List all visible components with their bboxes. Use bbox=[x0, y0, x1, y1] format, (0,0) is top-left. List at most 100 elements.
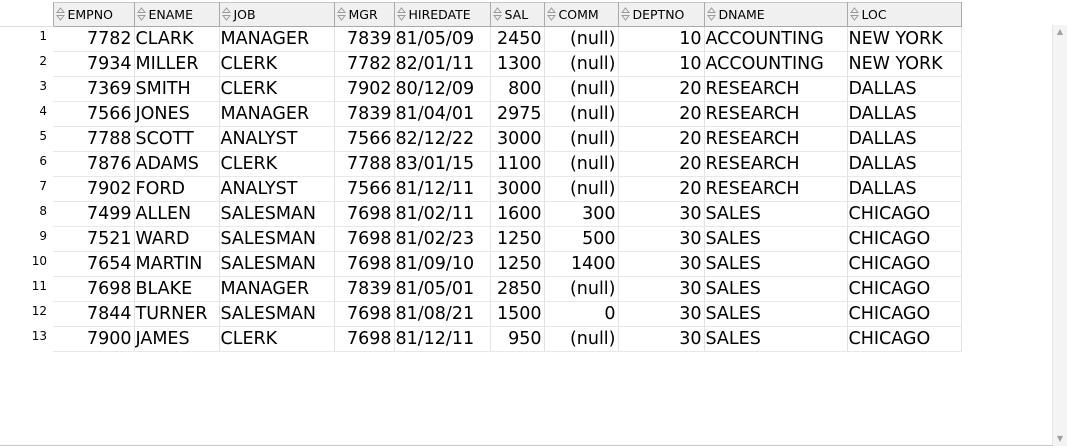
cell-sal[interactable]: 1250 bbox=[490, 251, 545, 277]
vertical-scrollbar[interactable]: ▲ ▼ bbox=[1052, 25, 1067, 446]
cell-sal[interactable]: 2850 bbox=[490, 276, 545, 302]
cell-ename[interactable]: SCOTT bbox=[134, 126, 220, 152]
table-row[interactable]: 8 7499 ALLEN SALESMAN 7698 81/02/11 1600 300 30 S… bbox=[0, 201, 962, 227]
table-row[interactable]: 7 7902 FORD ANALYST 7566 81/12/11 3000 (null) 20… bbox=[0, 176, 962, 202]
cell-sal[interactable]: 2975 bbox=[490, 101, 545, 127]
sort-updown-icon[interactable] bbox=[396, 7, 406, 22]
column-header-empno[interactable]: EMPNO bbox=[52, 2, 135, 27]
cell-sal[interactable]: 3000 bbox=[490, 176, 545, 202]
cell-job[interactable]: MANAGER bbox=[219, 26, 335, 52]
cell-job[interactable]: SALESMAN bbox=[219, 251, 335, 277]
cell-hiredate[interactable]: 80/12/09 bbox=[394, 76, 491, 102]
column-header-mgr[interactable]: MGR bbox=[333, 2, 395, 27]
cell-ename[interactable]: FORD bbox=[134, 176, 220, 202]
cell-dname[interactable]: ACCOUNTING bbox=[704, 26, 848, 52]
cell-hiredate[interactable]: 81/12/11 bbox=[394, 326, 491, 352]
cell-hiredate[interactable]: 81/02/11 bbox=[394, 201, 491, 227]
cell-job[interactable]: SALESMAN bbox=[219, 301, 335, 327]
cell-deptno[interactable]: 20 bbox=[618, 151, 705, 177]
cell-loc[interactable]: NEW YORK bbox=[847, 51, 962, 77]
cell-dname[interactable]: SALES bbox=[704, 226, 848, 252]
row-number[interactable]: 12 bbox=[31, 303, 47, 318]
row-number[interactable]: 3 bbox=[39, 78, 47, 93]
cell-ename[interactable]: MARTIN bbox=[134, 251, 220, 277]
column-header-dname[interactable]: DNAME bbox=[703, 2, 848, 27]
cell-mgr[interactable]: 7566 bbox=[334, 126, 395, 152]
table-row[interactable]: 4 7566 JONES MANAGER 7839 81/04/01 2975 (null) 2… bbox=[0, 101, 962, 127]
cell-hiredate[interactable]: 81/09/10 bbox=[394, 251, 491, 277]
cell-comm[interactable]: (null) bbox=[544, 126, 619, 152]
cell-mgr[interactable]: 7698 bbox=[334, 201, 395, 227]
cell-mgr[interactable]: 7698 bbox=[334, 226, 395, 252]
cell-loc[interactable]: DALLAS bbox=[847, 76, 962, 102]
cell-comm[interactable]: 0 bbox=[544, 301, 619, 327]
cell-dname[interactable]: SALES bbox=[704, 326, 848, 352]
cell-deptno[interactable]: 30 bbox=[618, 276, 705, 302]
cell-loc[interactable]: DALLAS bbox=[847, 101, 962, 127]
sort-updown-icon[interactable] bbox=[221, 7, 231, 22]
cell-deptno[interactable]: 10 bbox=[618, 26, 705, 52]
row-number[interactable]: 2 bbox=[39, 53, 47, 68]
cell-empno[interactable]: 7902 bbox=[53, 176, 135, 202]
cell-hiredate[interactable]: 81/05/09 bbox=[394, 26, 491, 52]
row-number[interactable]: 1 bbox=[39, 29, 47, 43]
cell-deptno[interactable]: 30 bbox=[618, 251, 705, 277]
cell-empno[interactable]: 7844 bbox=[53, 301, 135, 327]
cell-deptno[interactable]: 20 bbox=[618, 101, 705, 127]
cell-job[interactable]: MANAGER bbox=[219, 101, 335, 127]
column-header-job[interactable]: JOB bbox=[218, 2, 335, 27]
cell-hiredate[interactable]: 83/01/15 bbox=[394, 151, 491, 177]
cell-sal[interactable]: 1300 bbox=[490, 51, 545, 77]
cell-ename[interactable]: CLARK bbox=[134, 26, 220, 52]
cell-job[interactable]: ANALYST bbox=[219, 176, 335, 202]
cell-deptno[interactable]: 20 bbox=[618, 176, 705, 202]
cell-ename[interactable]: TURNER bbox=[134, 301, 220, 327]
cell-comm[interactable]: (null) bbox=[544, 276, 619, 302]
cell-empno[interactable]: 7934 bbox=[53, 51, 135, 77]
cell-comm[interactable]: (null) bbox=[544, 326, 619, 352]
table-row[interactable]: 5 7788 SCOTT ANALYST 7566 82/12/22 3000 (null) 2… bbox=[0, 126, 962, 152]
cell-empno[interactable]: 7876 bbox=[53, 151, 135, 177]
cell-loc[interactable]: CHICAGO bbox=[847, 301, 962, 327]
cell-ename[interactable]: MILLER bbox=[134, 51, 220, 77]
cell-dname[interactable]: SALES bbox=[704, 201, 848, 227]
row-number[interactable]: 13 bbox=[31, 328, 47, 343]
cell-sal[interactable]: 1250 bbox=[490, 226, 545, 252]
cell-dname[interactable]: ACCOUNTING bbox=[704, 51, 848, 77]
column-header-comm[interactable]: COMM bbox=[543, 2, 619, 27]
cell-loc[interactable]: CHICAGO bbox=[847, 276, 962, 302]
cell-mgr[interactable]: 7698 bbox=[334, 326, 395, 352]
cell-ename[interactable]: BLAKE bbox=[134, 276, 220, 302]
table-row[interactable]: 2 7934 MILLER CLERK 7782 82/01/11 1300 (null) 10… bbox=[0, 51, 962, 77]
cell-job[interactable]: CLERK bbox=[219, 76, 335, 102]
table-row[interactable]: 12 7844 TURNER SALESMAN 7698 81/08/21 1500 0 30 S… bbox=[0, 301, 962, 327]
cell-hiredate[interactable]: 81/02/23 bbox=[394, 226, 491, 252]
row-number[interactable]: 11 bbox=[31, 278, 47, 293]
cell-comm[interactable]: (null) bbox=[544, 26, 619, 52]
cell-mgr[interactable]: 7782 bbox=[334, 51, 395, 77]
cell-ename[interactable]: SMITH bbox=[134, 76, 220, 102]
cell-loc[interactable]: DALLAS bbox=[847, 176, 962, 202]
cell-job[interactable]: CLERK bbox=[219, 151, 335, 177]
column-header-hiredate[interactable]: HIREDATE bbox=[393, 2, 491, 27]
cell-sal[interactable]: 1100 bbox=[490, 151, 545, 177]
cell-sal[interactable]: 800 bbox=[490, 76, 545, 102]
column-header-loc[interactable]: LOC bbox=[846, 2, 962, 27]
sort-updown-icon[interactable] bbox=[55, 7, 65, 22]
cell-mgr[interactable]: 7698 bbox=[334, 301, 395, 327]
cell-job[interactable]: ANALYST bbox=[219, 126, 335, 152]
scroll-up-arrow-icon[interactable]: ▲ bbox=[1056, 27, 1064, 36]
column-header-ename[interactable]: ENAME bbox=[133, 2, 220, 27]
row-number[interactable]: 10 bbox=[31, 253, 47, 268]
row-number[interactable]: 4 bbox=[39, 103, 47, 118]
cell-ename[interactable]: JONES bbox=[134, 101, 220, 127]
cell-loc[interactable]: DALLAS bbox=[847, 126, 962, 152]
cell-ename[interactable]: ADAMS bbox=[134, 151, 220, 177]
cell-comm[interactable]: (null) bbox=[544, 76, 619, 102]
cell-deptno[interactable]: 30 bbox=[618, 201, 705, 227]
sort-updown-icon[interactable] bbox=[492, 7, 502, 22]
cell-comm[interactable]: (null) bbox=[544, 101, 619, 127]
sort-updown-icon[interactable] bbox=[620, 7, 630, 22]
cell-mgr[interactable]: 7788 bbox=[334, 151, 395, 177]
cell-hiredate[interactable]: 81/08/21 bbox=[394, 301, 491, 327]
